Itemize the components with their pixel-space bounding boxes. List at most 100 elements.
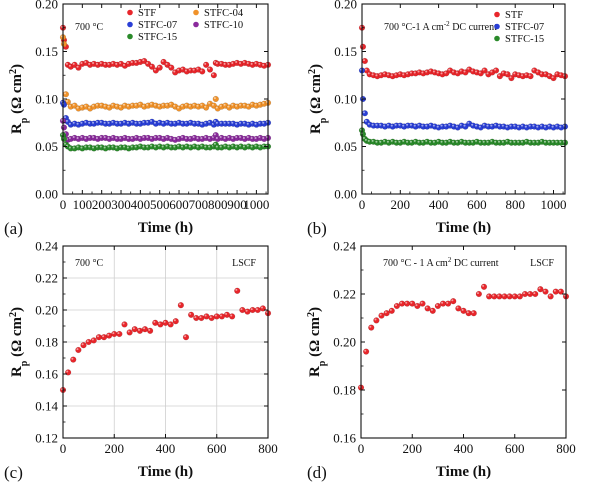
x-tick-label: 400 — [454, 441, 474, 456]
data-point-highlight — [178, 303, 181, 306]
data-point — [152, 319, 159, 326]
data-point-highlight — [107, 62, 110, 65]
data-point-highlight — [138, 144, 141, 147]
data-point-highlight — [471, 69, 474, 72]
series-stfc-07 — [358, 67, 569, 131]
data-point-highlight — [254, 103, 257, 106]
data-point-highlight — [173, 121, 176, 124]
data-point-highlight — [117, 332, 120, 335]
data-point-highlight — [513, 140, 516, 143]
data-point-highlight — [528, 124, 531, 127]
data-point-highlight — [362, 111, 365, 114]
data-point-highlight — [444, 140, 447, 143]
data-point-highlight — [209, 316, 212, 319]
data-point-highlight — [501, 140, 504, 143]
data-point-highlight — [142, 59, 145, 62]
data-point — [147, 327, 154, 334]
data-point-highlight — [225, 312, 228, 315]
data-point-highlight — [215, 61, 218, 64]
data-point — [383, 310, 390, 317]
data-point-highlight — [227, 105, 230, 108]
data-point-highlight — [157, 65, 160, 68]
data-point-highlight — [421, 124, 424, 127]
data-point-highlight — [367, 139, 370, 142]
data-point-highlight — [448, 123, 451, 126]
data-point-highlight — [134, 61, 137, 63]
data-point-highlight — [432, 70, 435, 73]
data-point-highlight — [446, 301, 449, 304]
data-point-highlight — [440, 124, 443, 127]
annotation-tail: DC current — [450, 22, 497, 33]
data-point-highlight — [189, 312, 192, 315]
data-point-highlight — [72, 146, 75, 149]
data-point — [393, 302, 400, 310]
data-point-highlight — [161, 103, 164, 106]
y-label-sup: 2 — [8, 69, 19, 74]
data-point-highlight — [478, 140, 481, 143]
data-point-highlight — [390, 124, 393, 127]
data-point — [90, 337, 97, 344]
data-point-highlight — [425, 306, 428, 309]
data-point — [188, 311, 195, 318]
series-label: LSCF — [232, 258, 256, 269]
y-label-close: ) — [307, 307, 323, 312]
data-point-highlight — [490, 124, 493, 127]
data-point-highlight — [250, 308, 253, 311]
data-point-highlight — [192, 144, 195, 147]
data-point-highlight — [115, 121, 118, 124]
data-point-highlight — [486, 124, 489, 127]
legend-marker — [127, 21, 133, 28]
data-point-highlight — [250, 145, 253, 148]
data-point-highlight — [66, 370, 69, 373]
data-point-highlight — [115, 104, 118, 107]
data-point-highlight — [242, 137, 245, 139]
data-point-highlight — [467, 121, 470, 124]
data-point-highlight — [231, 103, 234, 106]
data-point-highlight — [92, 104, 95, 107]
data-point-highlight — [150, 64, 153, 67]
data-point-highlight — [254, 137, 257, 139]
x-axis-label: Time (h) — [138, 464, 193, 480]
data-point-highlight — [158, 322, 161, 325]
data-point-highlight — [111, 120, 114, 123]
data-point-highlight — [138, 60, 141, 63]
data-point-highlight — [107, 145, 110, 148]
data-point-highlight — [482, 123, 485, 126]
legend-label: STF — [138, 8, 156, 19]
data-point-highlight — [76, 122, 79, 125]
data-point-highlight — [99, 61, 102, 64]
data-point-highlight — [246, 122, 249, 125]
y-tick-label: 0.24 — [333, 239, 356, 254]
data-point-highlight — [215, 121, 218, 124]
data-point-highlight — [250, 62, 253, 65]
data-point-highlight — [375, 74, 378, 77]
condition-annotation: 700 °C — [75, 22, 103, 33]
data-point-highlight — [405, 301, 408, 304]
data-point-highlight — [476, 292, 479, 295]
data-point-highlight — [200, 122, 203, 125]
data-point-highlight — [157, 136, 160, 139]
data-point — [131, 326, 138, 333]
data-point-highlight — [254, 61, 257, 64]
data-point-highlight — [138, 102, 141, 105]
data-point-highlight — [513, 124, 516, 127]
data-point-highlight — [80, 61, 83, 64]
data-point-highlight — [444, 124, 447, 127]
data-point-highlight — [455, 140, 458, 143]
data-point-highlight — [192, 121, 195, 124]
data-point-highlight — [383, 124, 386, 127]
data-point-highlight — [165, 103, 168, 106]
x-tick-label: 0 — [358, 441, 365, 456]
data-point — [198, 314, 205, 322]
legend-marker — [494, 35, 500, 42]
data-point-highlight — [188, 120, 191, 123]
data-point-highlight — [107, 105, 110, 108]
data-point-highlight — [173, 137, 176, 140]
data-point-highlight — [119, 121, 122, 124]
data-point — [542, 288, 549, 295]
data-point-highlight — [181, 145, 184, 148]
y-label-sup: 2 — [307, 69, 318, 74]
legend-marker — [193, 9, 199, 16]
